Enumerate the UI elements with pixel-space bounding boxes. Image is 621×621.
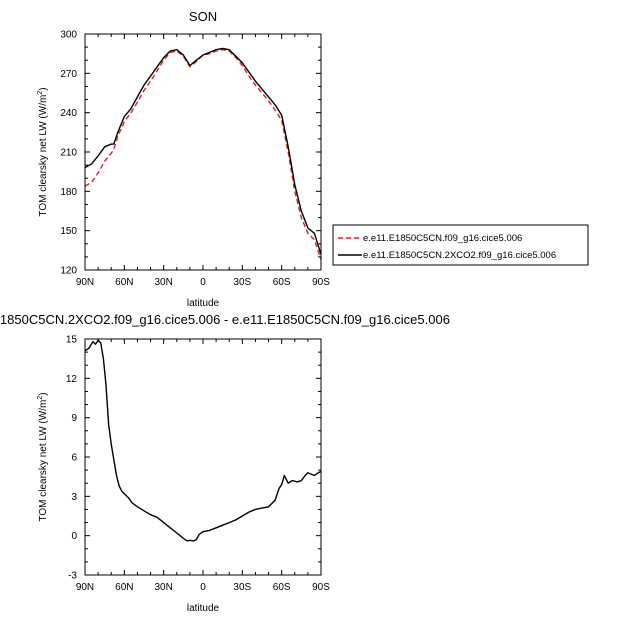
top-plot-frame bbox=[84, 33, 322, 271]
series-line-solid-0 bbox=[84, 339, 322, 542]
x-tick-label: 90N bbox=[76, 582, 94, 593]
bottom-y-axis-label: TOM clearsky net LW (W/m2) bbox=[37, 392, 49, 521]
y-tick-label: -3 bbox=[68, 571, 77, 582]
y-tick-label: 120 bbox=[60, 266, 77, 277]
series-line-solid-1 bbox=[84, 47, 322, 255]
x-tick-label: 90S bbox=[312, 582, 330, 593]
y-tick-label: 240 bbox=[60, 108, 77, 119]
bottom-chart-title: e.e11.E1850C5CN.2XCO2.f09_g16.cice5.006 … bbox=[0, 312, 450, 327]
y-tick-label: 210 bbox=[60, 148, 77, 159]
y-tick-label: 300 bbox=[60, 30, 77, 41]
y-tick-label: 180 bbox=[60, 187, 77, 198]
x-tick-label: 90S bbox=[312, 277, 330, 288]
x-tick-label: 30S bbox=[233, 277, 251, 288]
x-tick-label: 0 bbox=[200, 582, 206, 593]
top-y-axis-label: TOM clearsky net LW (W/m2) bbox=[37, 87, 49, 216]
y-tick-label: 150 bbox=[60, 226, 77, 237]
series-line-dashed-0 bbox=[84, 49, 322, 260]
legend-box bbox=[332, 224, 589, 266]
x-tick-label: 60N bbox=[115, 277, 133, 288]
y-tick-label: 9 bbox=[71, 413, 77, 424]
x-tick-label: 0 bbox=[200, 277, 206, 288]
bottom-x-axis-label: latitude bbox=[187, 603, 220, 614]
x-tick-label: 30S bbox=[233, 582, 251, 593]
y-tick-label: 12 bbox=[66, 374, 78, 385]
y-tick-label: 0 bbox=[71, 531, 77, 542]
top-chart-title: SON bbox=[189, 9, 217, 24]
x-tick-label: 60N bbox=[115, 582, 133, 593]
y-tick-label: 3 bbox=[71, 492, 77, 503]
bottom-panel: e.e11.E1850C5CN.2XCO2.f09_g16.cice5.006 … bbox=[0, 312, 450, 614]
x-tick-label: 60S bbox=[273, 582, 291, 593]
bottom-plot-frame bbox=[84, 338, 322, 576]
x-tick-label: 30N bbox=[154, 582, 172, 593]
y-tick-label: 6 bbox=[71, 453, 77, 464]
legend-label-control: e.e11.E1850C5CN.f09_g16.cice5.006 bbox=[363, 233, 522, 244]
y-tick-label: 270 bbox=[60, 69, 77, 80]
top-x-axis-label: latitude bbox=[187, 298, 220, 309]
x-tick-label: 90N bbox=[76, 277, 94, 288]
legend: e.e11.E1850C5CN.f09_g16.cice5.006 e.e11.… bbox=[332, 224, 589, 266]
x-tick-label: 60S bbox=[273, 277, 291, 288]
legend-label-2xco2: e.e11.E1850C5CN.2XCO2.f09_g16.cice5.006 bbox=[363, 250, 556, 261]
top-panel: SON 90N 60N 30N 0 30S 60S 90S 120 150 180 210 240 27… bbox=[37, 9, 589, 309]
x-tick-label: 30N bbox=[154, 277, 172, 288]
y-tick-label: 15 bbox=[66, 335, 78, 346]
